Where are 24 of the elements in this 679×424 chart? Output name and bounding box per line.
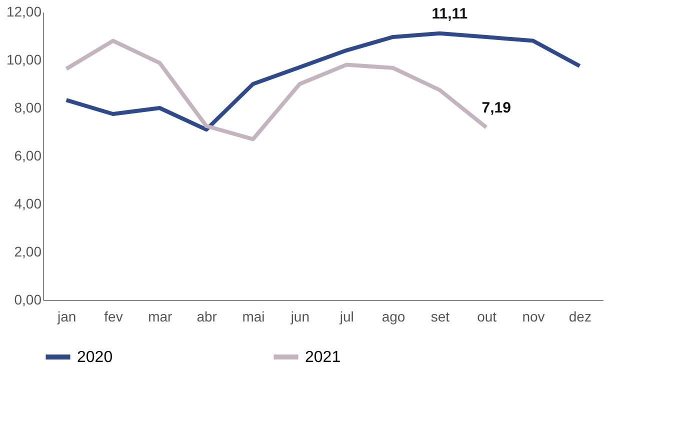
y-tick-label: 12,00 xyxy=(6,4,42,20)
x-tick-label: mai xyxy=(242,308,265,324)
x-tick-label: fev xyxy=(104,308,123,324)
x-tick-label: jul xyxy=(338,308,354,324)
line-series xyxy=(64,31,582,132)
x-tick-label: mar xyxy=(148,308,173,324)
data-label: 11,11 xyxy=(432,5,468,22)
legend-label: 2021 xyxy=(305,349,341,366)
x-tick-label: nov xyxy=(522,308,545,324)
data-label: 7,19 xyxy=(482,99,511,116)
y-tick-label: 0,00 xyxy=(14,292,42,308)
x-tick-label: jan xyxy=(56,308,76,324)
x-tick-label: set xyxy=(430,308,450,324)
x-tick-label: ago xyxy=(382,308,406,324)
y-tick-label: 2,00 xyxy=(14,244,42,260)
x-tick-label: abr xyxy=(196,308,218,324)
legend-label: 2020 xyxy=(77,349,113,366)
y-tick-label: 8,00 xyxy=(14,100,42,116)
y-tick-label: 4,00 xyxy=(14,196,42,212)
x-tick-label: dez xyxy=(568,308,592,324)
y-tick-label: 6,00 xyxy=(14,148,42,164)
y-tick-label: 10,00 xyxy=(6,52,42,68)
x-tick-label: jun xyxy=(290,308,310,324)
x-tick-label: out xyxy=(477,308,497,324)
